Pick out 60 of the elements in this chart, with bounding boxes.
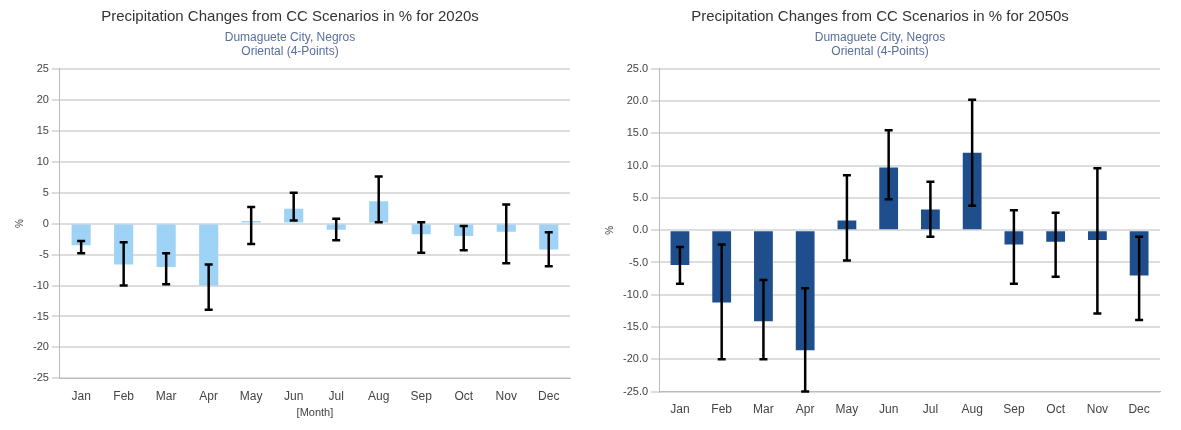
- y-tick-label: 10.0: [626, 158, 649, 171]
- y-tick-label: 15.0: [626, 126, 649, 139]
- bar: [795, 231, 815, 351]
- y-axis-title: %: [603, 225, 615, 235]
- y-tick-label: 15: [36, 123, 49, 136]
- y-tick-label: -10: [32, 278, 49, 291]
- x-tick-label: Jul: [328, 388, 344, 403]
- y-tick-label: -15.0: [622, 320, 649, 333]
- x-tick-label: Aug: [368, 388, 390, 403]
- chart-subtitle: Dumaguete City, Negros Oriental (4-Points): [224, 29, 356, 58]
- x-tick-label: Dec: [538, 388, 560, 403]
- x-tick-label: Feb: [711, 402, 733, 417]
- chart-title: Precipitation Changes from CC Scenarios in % for 2020s: [101, 7, 479, 25]
- x-tick-label: Dec: [1128, 402, 1150, 417]
- x-tick-label: Sep: [1003, 402, 1025, 417]
- x-tick-label: Sep: [410, 388, 433, 403]
- x-tick-label: Feb: [113, 388, 135, 403]
- x-tick-label: Oct: [1046, 402, 1066, 417]
- y-tick-label: -25.0: [622, 384, 649, 397]
- x-tick-label: Nov: [1086, 402, 1109, 417]
- y-tick-label: -5.0: [629, 255, 649, 268]
- y-tick-label: 0.0: [632, 223, 649, 236]
- x-tick-label: Oct: [454, 388, 474, 403]
- x-tick-label: Jul: [922, 402, 939, 417]
- y-tick-label: -25: [32, 371, 49, 384]
- y-tick-label: -5: [39, 247, 49, 260]
- y-axis-title: %: [13, 219, 25, 229]
- x-axis-title: [Month]: [296, 406, 334, 419]
- y-tick-label: -10.0: [622, 287, 649, 300]
- x-tick-label: Apr: [795, 402, 815, 417]
- y-tick-label: 25.0: [626, 61, 649, 74]
- x-tick-label: Apr: [199, 388, 219, 403]
- y-tick-label: 10: [36, 154, 49, 167]
- bar: [71, 224, 91, 246]
- x-tick-label: Nov: [495, 388, 517, 403]
- y-tick-label: 20.0: [626, 94, 649, 107]
- x-tick-label: May: [835, 402, 859, 417]
- x-tick-label: Jun: [878, 402, 899, 417]
- x-tick-label: Jun: [284, 388, 304, 403]
- x-tick-label: Aug: [961, 402, 983, 417]
- y-tick-label: 0: [42, 216, 49, 229]
- y-tick-label: -15: [32, 309, 49, 322]
- x-tick-label: Jan: [71, 388, 91, 403]
- y-tick-label: -20: [32, 340, 49, 353]
- y-tick-label: 5.0: [632, 190, 649, 203]
- y-tick-label: 25: [36, 61, 49, 74]
- chart-subtitle: Dumaguete City, Negros Oriental (4-Points): [814, 29, 946, 58]
- bar: [199, 224, 219, 286]
- y-tick-label: 20: [36, 92, 49, 105]
- bar: [962, 152, 982, 230]
- bar: [754, 231, 773, 322]
- bar: [879, 167, 899, 230]
- chart-title: Precipitation Changes from CC Scenarios in % for 2050s: [691, 7, 1069, 25]
- bar: [156, 224, 176, 267]
- x-tick-label: Jan: [670, 402, 690, 417]
- y-tick-label: 5: [42, 185, 49, 198]
- x-tick-label: May: [239, 388, 263, 403]
- y-tick-label: -20.0: [622, 352, 649, 365]
- x-tick-label: Mar: [155, 388, 177, 403]
- x-tick-label: Mar: [753, 402, 774, 417]
